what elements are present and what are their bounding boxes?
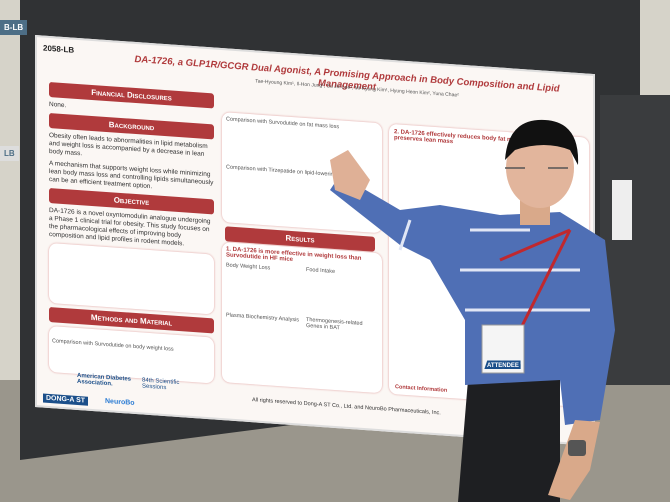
pants xyxy=(458,380,560,502)
hair xyxy=(505,119,579,165)
watch xyxy=(568,440,586,456)
badge-text: ATTENDEE xyxy=(487,363,519,369)
shirt xyxy=(330,175,615,425)
lanyard xyxy=(499,228,572,331)
pointing-hand xyxy=(330,150,370,200)
booth-sign: LB xyxy=(0,146,19,161)
name-badge xyxy=(481,324,525,374)
shirt-plaid xyxy=(398,219,590,312)
left-arm xyxy=(548,420,600,500)
booth-sign: B-LB xyxy=(0,20,28,35)
next-poster-sheet xyxy=(612,180,632,240)
face xyxy=(506,128,574,208)
